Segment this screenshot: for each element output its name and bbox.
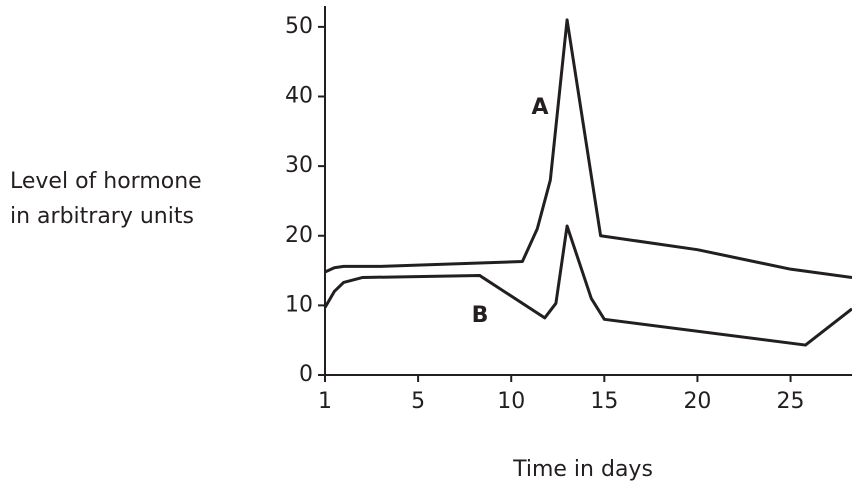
x-tick-label: 25 xyxy=(777,389,805,414)
y-axis-label: Level of hormone xyxy=(10,169,202,194)
x-axis-label: Time in days xyxy=(512,457,653,482)
y-tick-label: 0 xyxy=(299,362,313,387)
series-label: B xyxy=(472,303,489,328)
line-series xyxy=(324,18,852,280)
y-axis-label: in arbitrary units xyxy=(10,204,194,229)
x-tick-label: 10 xyxy=(497,389,525,414)
y-tick-label: 10 xyxy=(285,292,313,317)
x-tick-label: 5 xyxy=(411,389,425,414)
y-tick-label: 50 xyxy=(285,14,313,39)
series-label: A xyxy=(531,95,548,120)
y-tick-label: 20 xyxy=(285,223,313,248)
y-tick-label: 40 xyxy=(285,84,313,109)
x-tick-label: 1 xyxy=(318,389,332,414)
line-series xyxy=(323,224,852,347)
y-tick-label: 30 xyxy=(285,153,313,178)
x-tick-label: 20 xyxy=(683,389,711,414)
x-tick-label: 15 xyxy=(590,389,618,414)
